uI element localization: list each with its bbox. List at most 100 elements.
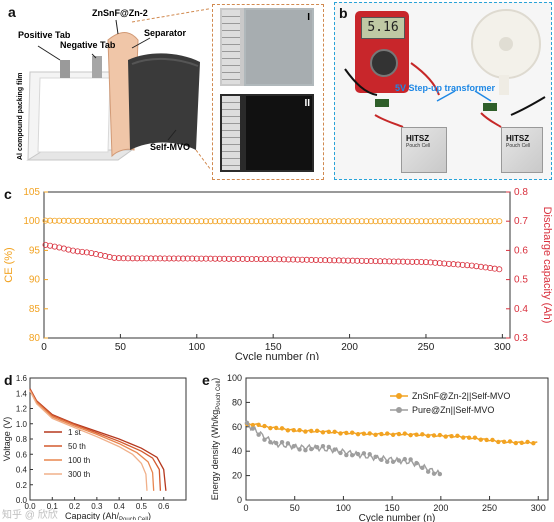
x-tick-label: 0.5	[136, 502, 148, 511]
energy-density-point	[437, 432, 443, 438]
x-tick-label: 150	[385, 503, 400, 513]
capacity-point	[147, 255, 154, 262]
energy-density-point	[355, 451, 361, 457]
capacity-point	[193, 255, 200, 262]
energy-density-point	[513, 440, 519, 446]
ce-point	[115, 218, 122, 225]
y-tick-label: 0.8	[16, 435, 28, 444]
ce-point	[409, 218, 416, 225]
ce-point	[235, 218, 242, 225]
legend-label: ZnSnF@Zn-2||Self-MVO	[412, 391, 510, 401]
panel-b: b 5.16 5V Step-up transformer HITSZ Pouc…	[334, 2, 552, 180]
y-left-tick-label: 100	[23, 216, 40, 227]
x-tick-label: 0.1	[47, 502, 59, 511]
ce-point	[102, 218, 109, 225]
ce-point	[326, 218, 333, 225]
ce-point	[496, 218, 503, 225]
ce-point	[317, 218, 324, 225]
ce-point	[367, 218, 374, 225]
ce-point	[184, 218, 191, 225]
y-tick-label: 1.4	[16, 389, 28, 398]
label-zn-anode: ZnSnF@Zn-2	[92, 8, 148, 18]
panel-label-c: c	[4, 186, 12, 202]
energy-density-point	[379, 457, 384, 463]
capacity-point	[459, 261, 466, 268]
energy-density-curve	[246, 422, 441, 475]
ce-point	[74, 217, 81, 224]
capacity-point	[340, 257, 347, 264]
capacity-point	[106, 254, 113, 261]
chart-e: 0 50 100 150 200 250 300 0 20 40 60 80 100 Cycle numb…	[210, 373, 549, 522]
capacity-point	[372, 258, 379, 265]
energy-density-point	[373, 454, 378, 460]
capacity-point	[125, 255, 132, 262]
capacity-point	[175, 255, 182, 262]
ce-point	[441, 218, 448, 225]
energy-density-point	[484, 437, 489, 443]
energy-density-point	[274, 425, 279, 431]
ce-point	[60, 217, 67, 224]
y-tick-label: 1.6	[16, 374, 28, 383]
negative-tab	[92, 56, 102, 78]
ce-point	[262, 218, 269, 225]
zn-anode-sheet	[37, 77, 111, 153]
capacity-point	[312, 256, 319, 263]
y-tick-label: 60	[232, 422, 242, 432]
y-axis-label: Voltage (V)	[2, 417, 12, 462]
energy-density-point	[256, 422, 261, 428]
capacity-point	[184, 255, 191, 262]
pouch-cell-schematic: ZnSnF@Zn-2 Positive Tab Negative Tab Sep…	[17, 8, 210, 170]
ce-point	[47, 217, 54, 224]
capacity-point	[262, 256, 269, 263]
capacity-point	[317, 257, 324, 264]
ce-point	[322, 218, 329, 225]
y-right-tick-label: 0.5	[514, 275, 528, 286]
pouch-cell-right-title: HITSZ	[506, 134, 530, 143]
ce-point	[253, 218, 260, 225]
ce-point	[363, 218, 370, 225]
x-tick-label: 0.3	[91, 502, 103, 511]
pouch-cell-left: HITSZ Pouch Cell	[401, 127, 447, 173]
watermark: 知乎 @ 欣欣	[2, 510, 58, 521]
energy-density-point	[250, 422, 256, 428]
ce-point	[290, 218, 297, 225]
capacity-point	[299, 256, 306, 263]
chart-d: 0.0 0.1 0.2 0.3 0.4 0.5 0.6 0.0 0.2 0.4 0.6 0.8 1.0 1…	[2, 374, 187, 520]
energy-density-point	[408, 457, 413, 462]
ce-point	[83, 217, 90, 224]
energy-density-point	[361, 451, 367, 456]
energy-density-point	[285, 428, 291, 433]
ce-point	[193, 218, 200, 225]
label-positive-tab: Positive Tab	[18, 30, 71, 40]
ce-point	[161, 218, 168, 225]
x-axis-label: Capacity (Ah/Pouch Cell)	[65, 511, 151, 520]
capacity-point	[244, 255, 251, 262]
capacity-point	[134, 255, 141, 262]
ce-point	[491, 218, 498, 225]
y-left-tick-label: 90	[29, 275, 41, 286]
ce-point	[473, 218, 480, 225]
energy-density-point	[425, 433, 431, 439]
x-axis-label: Cycle number (n)	[235, 351, 319, 360]
ce-point	[216, 218, 223, 225]
energy-density-point	[443, 434, 448, 439]
capacity-point	[74, 248, 81, 255]
capacity-point	[216, 255, 223, 262]
energy-density-point	[414, 432, 419, 437]
ce-point	[436, 218, 443, 225]
ce-point	[455, 218, 462, 225]
energy-density-point	[314, 444, 320, 450]
ce-point	[468, 218, 475, 225]
capacity-point	[143, 255, 150, 262]
positive-tab	[60, 60, 70, 78]
capacity-point	[450, 261, 457, 268]
ce-point	[202, 218, 209, 225]
capacity-point	[129, 255, 136, 262]
energy-density-point	[349, 430, 355, 435]
capacity-point	[207, 255, 214, 262]
transformer-label: 5V Step-up transformer	[395, 83, 496, 93]
ce-point	[303, 218, 310, 225]
energy-density-point	[431, 471, 437, 476]
capacity-point	[235, 255, 242, 262]
ce-point	[294, 218, 301, 225]
